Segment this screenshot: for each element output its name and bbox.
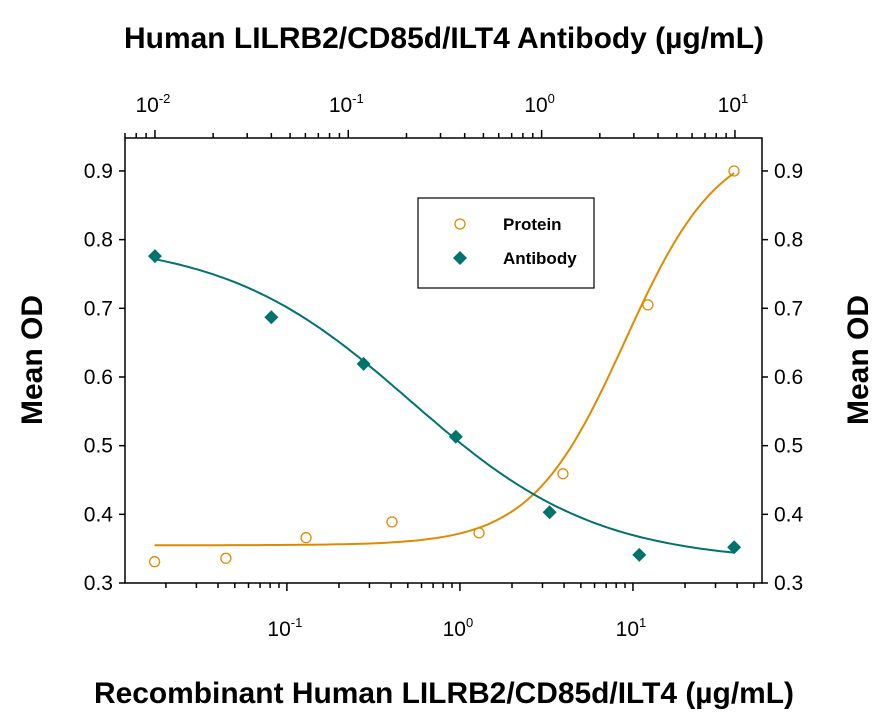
y-axis-title-right: Mean OD — [842, 295, 875, 425]
tick-exponent: 1 — [639, 615, 646, 630]
tick-base: 10 — [443, 618, 466, 641]
x-top-tick-label: 100 — [524, 91, 555, 117]
antibody-point — [542, 505, 557, 520]
tick-exponent: -2 — [159, 91, 171, 106]
y-tick-label-right: 0.6 — [774, 366, 803, 389]
y-tick-label-left: 0.3 — [84, 572, 113, 595]
tick-exponent: -1 — [291, 615, 303, 630]
protein-point — [728, 165, 740, 177]
y-tick-label-right: 0.4 — [774, 503, 804, 526]
top-axis-title: Human LILRB2/CD85d/ILT4 Antibody (µg/mL) — [124, 22, 764, 55]
antibody-point — [356, 356, 371, 371]
y-tick-label-right: 0.9 — [774, 160, 803, 183]
tick-base: 10 — [718, 94, 741, 117]
antibody-point — [448, 429, 463, 444]
antibody-point — [632, 547, 647, 562]
x-bottom-tick-label: 10-1 — [267, 615, 302, 641]
y-axis-title-left: Mean OD — [16, 295, 49, 425]
y-tick-label-right: 0.3 — [774, 572, 803, 595]
x-bottom-tick-label: 100 — [443, 615, 474, 641]
y-tick-label-right: 0.8 — [774, 229, 803, 252]
y-tick-label-left: 0.4 — [84, 503, 114, 526]
protein-point — [642, 299, 654, 311]
tick-exponent: 1 — [741, 91, 748, 106]
tick-base: 10 — [329, 94, 352, 117]
protein-point — [300, 532, 312, 544]
legend-marker-protein — [454, 218, 466, 230]
protein-point — [386, 516, 398, 528]
tick-exponent: 0 — [548, 91, 555, 106]
legend-box — [417, 197, 595, 289]
x-top-tick-label: 101 — [718, 91, 749, 117]
y-tick-label-left: 0.7 — [84, 297, 113, 320]
antibody-fit-curve — [154, 258, 735, 554]
y-tick-label-left: 0.6 — [84, 366, 113, 389]
y-tick-label-right: 0.7 — [774, 297, 803, 320]
y-tick-label-right: 0.5 — [774, 435, 803, 458]
legend-marker-antibody — [453, 251, 467, 265]
tick-base: 10 — [267, 618, 290, 641]
protein-fit-curve — [154, 172, 735, 547]
x-bottom-tick-label: 101 — [616, 615, 647, 641]
tick-base: 10 — [135, 94, 158, 117]
antibody-point — [264, 310, 279, 325]
legend-label-protein: Protein — [503, 215, 562, 234]
tick-exponent: -1 — [352, 91, 364, 106]
tick-exponent: 0 — [466, 615, 473, 630]
antibody-point — [727, 540, 742, 555]
tick-base: 10 — [524, 94, 547, 117]
protein-point — [148, 556, 161, 568]
tick-base: 10 — [616, 618, 639, 641]
legend: Protein Antibody — [417, 197, 595, 289]
y-tick-label-left: 0.8 — [84, 229, 113, 252]
x-top-tick-label: 10-1 — [329, 91, 364, 117]
x-top-tick-label: 10-2 — [135, 91, 170, 117]
legend-label-antibody: Antibody — [503, 249, 577, 268]
y-tick-label-left: 0.5 — [84, 435, 113, 458]
antibody-point — [147, 249, 162, 264]
protein-point — [557, 468, 569, 480]
protein-point — [473, 527, 485, 539]
protein-point — [220, 552, 232, 564]
bottom-axis-title: Recombinant Human LILRB2/CD85d/ILT4 (µg/… — [94, 677, 794, 710]
y-tick-label-left: 0.9 — [84, 160, 113, 183]
